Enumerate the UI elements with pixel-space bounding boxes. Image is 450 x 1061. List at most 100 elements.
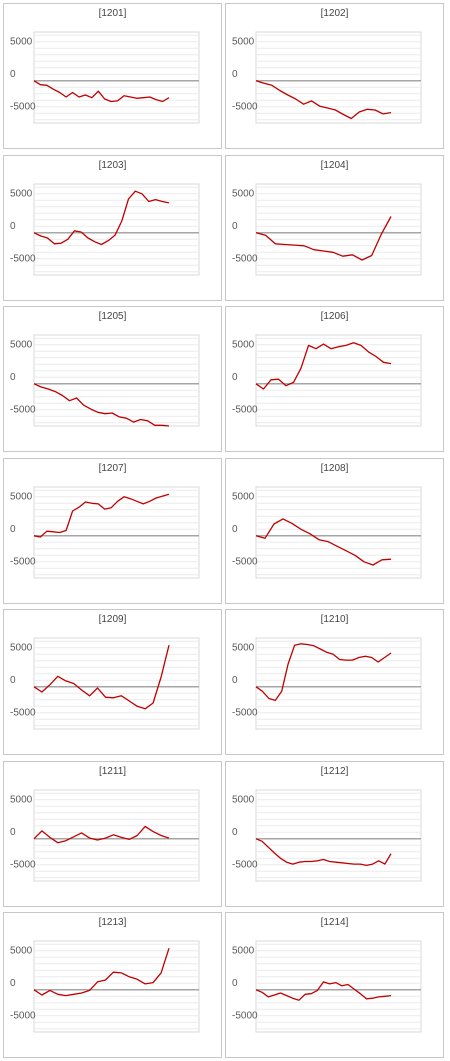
series-line bbox=[33, 80, 170, 103]
y-tick-label: 5000 bbox=[232, 188, 255, 199]
y-tick-label: 0 bbox=[232, 372, 238, 383]
plot-area bbox=[33, 183, 200, 275]
series-line bbox=[255, 643, 392, 702]
plot-area bbox=[33, 637, 200, 730]
y-tick-label: -5000 bbox=[10, 859, 36, 870]
plot-area bbox=[255, 486, 422, 578]
y-tick-label: -5000 bbox=[232, 1010, 258, 1021]
chart-panel-1211: [1211] 5000 0 -5000 bbox=[3, 760, 222, 907]
chart-title: [1203] bbox=[98, 159, 127, 171]
line-chart: 5000 0 -5000 bbox=[10, 486, 200, 578]
line-chart: 5000 0 -5000 bbox=[232, 31, 422, 124]
y-tick-label: 0 bbox=[10, 675, 16, 686]
chart-panel-1208: [1208] 5000 0 -5000 bbox=[225, 457, 444, 604]
line-chart: 5000 0 -5000 bbox=[232, 183, 422, 275]
y-tick-label: 0 bbox=[10, 826, 16, 837]
plot-area bbox=[33, 334, 200, 427]
y-tick-label: 0 bbox=[232, 978, 238, 989]
series-line bbox=[255, 80, 392, 120]
y-tick-label: 5000 bbox=[10, 642, 33, 653]
chart-title: [1202] bbox=[320, 8, 349, 19]
chart-panel-1203: [1203] 5000 0 -5000 bbox=[3, 154, 222, 301]
line-chart: 5000 0 -5000 bbox=[232, 940, 422, 1033]
chart-title: [1212] bbox=[320, 765, 349, 777]
line-chart: 5000 0 -5000 bbox=[232, 334, 422, 427]
y-tick-label: 5000 bbox=[232, 36, 255, 47]
line-chart: 5000 0 -5000 bbox=[232, 486, 422, 578]
chart-title: [1211] bbox=[98, 765, 127, 777]
y-tick-label: 0 bbox=[10, 372, 16, 383]
line-chart: 5000 0 -5000 bbox=[10, 334, 200, 427]
plot-area bbox=[33, 486, 200, 578]
series-line bbox=[33, 948, 170, 997]
line-chart: 5000 0 -5000 bbox=[10, 637, 200, 730]
chart-title: [1210] bbox=[320, 614, 349, 625]
chart-panel-1214: [1214] 5000 0 -5000 bbox=[225, 912, 444, 1058]
y-tick-label: 0 bbox=[10, 523, 16, 534]
series-line bbox=[255, 981, 392, 1001]
y-tick-label: -5000 bbox=[232, 556, 258, 567]
plot-area bbox=[255, 31, 422, 124]
y-tick-label: -5000 bbox=[232, 101, 258, 112]
series-line bbox=[255, 215, 392, 261]
series-line bbox=[33, 493, 170, 538]
series-line bbox=[255, 837, 392, 866]
line-chart: 5000 0 -5000 bbox=[232, 789, 422, 881]
chart-panel-1209: [1209] 5000 0 -5000 bbox=[3, 609, 222, 755]
line-chart: 5000 0 -5000 bbox=[232, 637, 422, 730]
chart-title: [1213] bbox=[98, 917, 127, 928]
y-tick-label: -5000 bbox=[232, 707, 258, 718]
y-tick-label: -5000 bbox=[10, 556, 36, 567]
chart-panel-1213: [1213] 5000 0 -5000 bbox=[3, 912, 222, 1058]
y-tick-label: 5000 bbox=[232, 339, 255, 350]
plot-area bbox=[33, 940, 200, 1033]
chart-title: [1207] bbox=[98, 462, 127, 474]
y-tick-label: 5000 bbox=[10, 36, 33, 47]
series-line bbox=[255, 342, 392, 390]
series-line bbox=[33, 645, 170, 710]
chart-title: [1205] bbox=[98, 311, 127, 322]
plot-area bbox=[255, 789, 422, 881]
y-tick-label: 0 bbox=[232, 523, 238, 534]
y-tick-label: 5000 bbox=[232, 945, 255, 956]
series-line bbox=[33, 825, 170, 843]
line-chart: 5000 0 -5000 bbox=[10, 183, 200, 275]
plot-area bbox=[255, 637, 422, 730]
y-tick-label: 5000 bbox=[232, 491, 255, 502]
line-chart: 5000 0 -5000 bbox=[10, 789, 200, 881]
chart-panel-1206: [1206] 5000 0 -5000 bbox=[225, 306, 444, 452]
plot-area bbox=[255, 940, 422, 1033]
y-tick-label: 5000 bbox=[10, 188, 33, 199]
line-chart: 5000 0 -5000 bbox=[10, 31, 200, 124]
plot-area bbox=[255, 334, 422, 427]
y-tick-label: -5000 bbox=[10, 707, 36, 718]
y-tick-label: -5000 bbox=[232, 253, 258, 264]
chart-title: [1209] bbox=[98, 614, 127, 625]
y-tick-label: 0 bbox=[10, 69, 16, 80]
chart-title: [1208] bbox=[320, 462, 349, 474]
chart-title: [1206] bbox=[320, 311, 349, 322]
chart-panel-1201: [1201] 5000 0 -5000 bbox=[3, 3, 222, 149]
series-line bbox=[255, 517, 392, 566]
series-line bbox=[33, 190, 170, 245]
line-chart: 5000 0 -5000 bbox=[10, 940, 200, 1033]
plot-area bbox=[33, 789, 200, 881]
y-tick-label: 0 bbox=[10, 220, 16, 231]
y-tick-label: -5000 bbox=[10, 101, 36, 112]
series-line bbox=[33, 383, 170, 427]
y-tick-label: 0 bbox=[232, 69, 238, 80]
y-tick-label: 0 bbox=[232, 826, 238, 837]
chart-panel-1202: [1202] 5000 0 -5000 bbox=[225, 3, 444, 149]
y-tick-label: -5000 bbox=[232, 404, 258, 415]
y-tick-label: 0 bbox=[10, 978, 16, 989]
y-tick-label: 5000 bbox=[10, 491, 33, 502]
y-tick-label: 5000 bbox=[10, 945, 33, 956]
chart-title: [1214] bbox=[320, 917, 349, 928]
chart-title: [1201] bbox=[98, 8, 127, 19]
chart-panel-1212: [1212] 5000 0 -5000 bbox=[225, 760, 444, 907]
y-tick-label: 5000 bbox=[10, 339, 33, 350]
y-tick-label: 0 bbox=[232, 220, 238, 231]
chart-panel-1205: [1205] 5000 0 -5000 bbox=[3, 306, 222, 452]
y-tick-label: 5000 bbox=[232, 794, 255, 805]
